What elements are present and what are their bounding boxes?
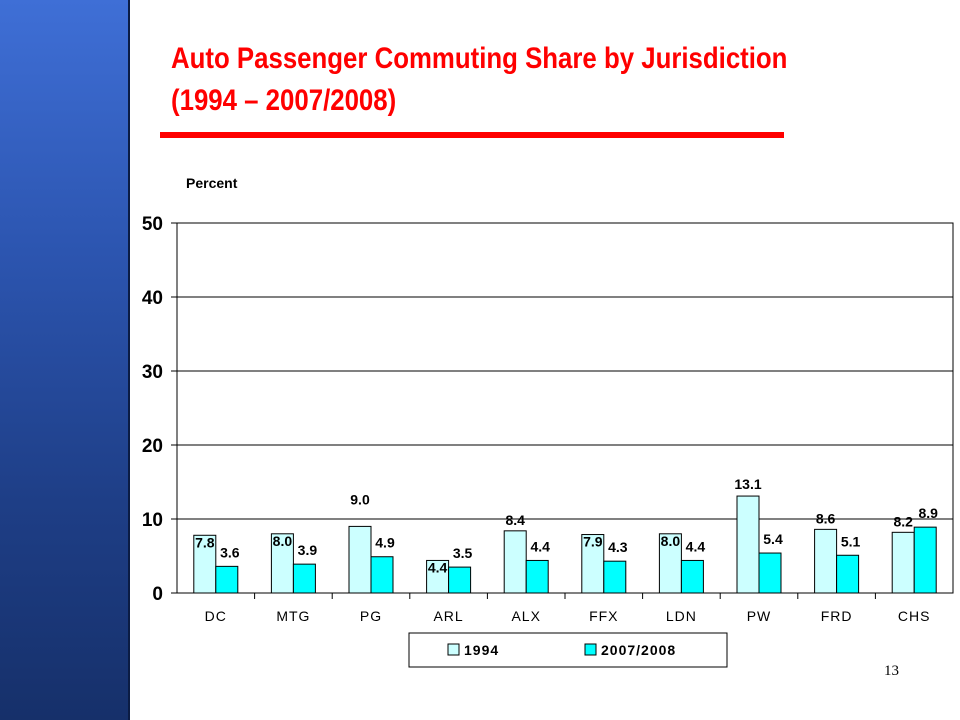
legend-label: 1994 — [464, 642, 499, 658]
data-label-2007-2008: 5.1 — [841, 533, 861, 549]
bar-2007-2008 — [603, 560, 627, 594]
x-tick-label: ALX — [511, 608, 540, 624]
y-tick-label: 0 — [152, 584, 163, 605]
data-label-1994: 8.0 — [273, 533, 293, 549]
bar-2007-2008 — [836, 554, 860, 594]
bar-2007-2008 — [680, 559, 704, 594]
data-label-2007-2008: 5.4 — [763, 531, 783, 547]
bar-2007-2008 — [913, 526, 937, 594]
x-tick-label: PW — [747, 608, 772, 624]
data-label-1994: 7.9 — [583, 534, 603, 550]
data-label-2007-2008: 3.5 — [453, 545, 473, 561]
bar-2007-2008 — [370, 556, 394, 594]
data-label-2007-2008: 4.4 — [530, 538, 550, 554]
y-tick-label: 40 — [142, 288, 163, 309]
data-label-1994: 8.0 — [661, 533, 681, 549]
bar-1994 — [348, 525, 372, 594]
side-decoration-bar — [0, 0, 130, 720]
y-tick-label: 50 — [142, 214, 163, 235]
x-tick-label: ARL — [433, 608, 463, 624]
y-tick-label: 20 — [142, 436, 163, 457]
x-tick-label: FFX — [589, 608, 618, 624]
bar-2007-2008 — [525, 559, 549, 594]
y-tick-label: 10 — [142, 510, 163, 531]
x-tick-label: CHS — [898, 608, 931, 624]
data-label-2007-2008: 8.9 — [918, 505, 938, 521]
data-label-2007-2008: 3.9 — [298, 542, 318, 558]
y-axis-title: Percent — [186, 175, 238, 191]
slide-title-line-2: (1994 – 2007/2008) — [171, 84, 397, 117]
x-tick-label: DC — [205, 608, 227, 624]
bar-1994 — [736, 495, 760, 594]
legend: 1994 2007/2008 — [408, 632, 728, 668]
bar-1994 — [503, 530, 527, 594]
gridlines — [177, 222, 953, 520]
data-label-1994: 7.8 — [195, 534, 215, 550]
bar-2007-2008 — [292, 563, 316, 594]
legend-box — [408, 632, 728, 668]
legend-label: 2007/2008 — [601, 642, 676, 658]
data-label-1994: 4.4 — [428, 559, 448, 575]
data-label-2007-2008: 4.4 — [686, 538, 706, 554]
legend-swatch — [447, 643, 460, 656]
bar-2007-2008 — [448, 566, 472, 594]
legend-swatch — [584, 643, 597, 656]
x-tick-label: FRD — [821, 608, 853, 624]
data-label-2007-2008: 3.6 — [220, 544, 240, 560]
data-label-1994: 8.4 — [505, 512, 525, 528]
y-tick-label: 30 — [142, 362, 163, 383]
title-underline — [160, 132, 784, 138]
x-tick-label: LDN — [666, 608, 697, 624]
slide-title: Auto Passenger Commuting Share by Jurisd… — [171, 38, 825, 122]
bar-2007-2008 — [215, 565, 239, 594]
data-label-1994: 8.2 — [893, 513, 913, 529]
slide-title-line-1: Auto Passenger Commuting Share by Jurisd… — [171, 42, 788, 75]
bar-1994 — [814, 528, 838, 594]
data-label-1994: 8.6 — [816, 510, 836, 526]
axes: 0 10 20 30 40 50 DC MTG PG ARL ALX FFX LDN PW FRD CHS — [142, 214, 931, 624]
bar-2007-2008 — [758, 552, 782, 594]
data-label-2007-2008: 4.3 — [608, 539, 628, 555]
x-tick-label: MTG — [276, 608, 310, 624]
data-label-2007-2008: 4.9 — [375, 535, 395, 551]
page-number: 13 — [884, 663, 899, 679]
data-label-1994: 9.0 — [350, 491, 370, 507]
bar-1994 — [891, 531, 915, 594]
x-tick-label: PG — [360, 608, 382, 624]
data-labels: 7.8 3.6 8.0 3.9 9.0 4.9 4.4 3.5 8.4 4.4 7.9 4.3 8.0 4… — [195, 476, 938, 575]
data-label-1994: 13.1 — [734, 476, 761, 492]
